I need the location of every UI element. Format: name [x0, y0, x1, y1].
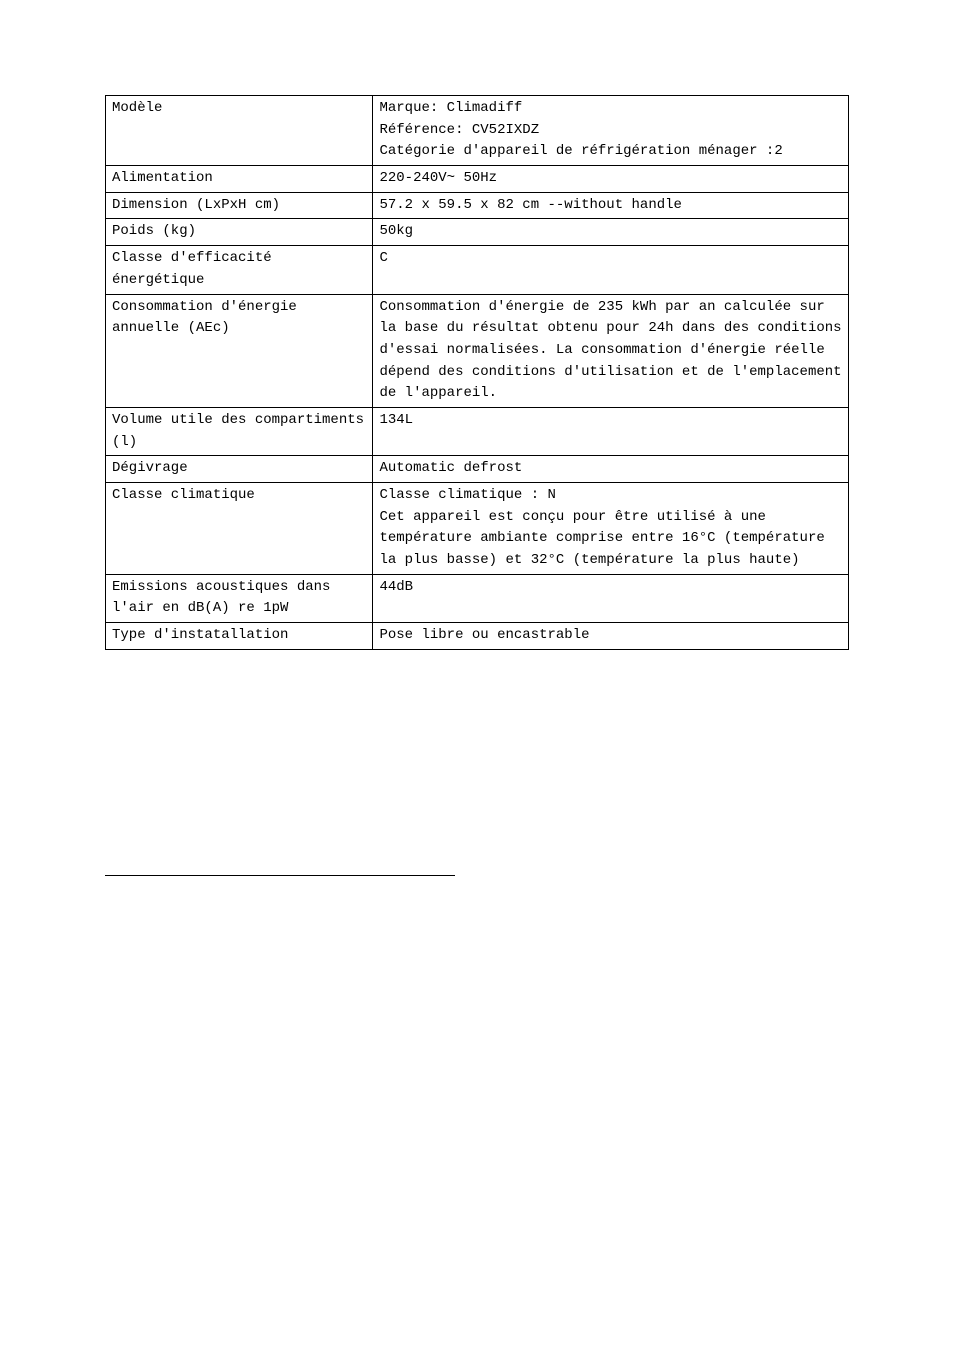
spec-value: Pose libre ou encastrable	[373, 623, 849, 650]
table-row: Type d'instatallation Pose libre ou enca…	[106, 623, 849, 650]
spec-label: Emissions acoustiques dans l'air en dB(A…	[106, 574, 373, 622]
spec-label: Volume utile des compartiments (l)	[106, 407, 373, 455]
spec-value: C	[373, 246, 849, 294]
spec-value: Automatic defrost	[373, 456, 849, 483]
table-row: Volume utile des compartiments (l) 134L	[106, 407, 849, 455]
table-row: Alimentation 220-240V~ 50Hz	[106, 166, 849, 193]
spec-label: Dégivrage	[106, 456, 373, 483]
spec-table-body: Modèle Marque: ClimadiffRéférence: CV52I…	[106, 96, 849, 650]
spec-table: Modèle Marque: ClimadiffRéférence: CV52I…	[105, 95, 849, 650]
table-row: Consommation d'énergie annuelle (AEc) Co…	[106, 294, 849, 407]
spec-label: Consommation d'énergie annuelle (AEc)	[106, 294, 373, 407]
spec-label: Dimension (LxPxH cm)	[106, 192, 373, 219]
spec-value: 50kg	[373, 219, 849, 246]
spec-label: Classe climatique	[106, 483, 373, 575]
spec-value: 57.2 x 59.5 x 82 cm --without handle	[373, 192, 849, 219]
spec-value: 220-240V~ 50Hz	[373, 166, 849, 193]
table-row: Modèle Marque: ClimadiffRéférence: CV52I…	[106, 96, 849, 166]
spec-label: Classe d'efficacité énergétique	[106, 246, 373, 294]
spec-value: Marque: ClimadiffRéférence: CV52IXDZCaté…	[373, 96, 849, 166]
spec-label: Modèle	[106, 96, 373, 166]
table-row: Poids (kg) 50kg	[106, 219, 849, 246]
spec-value: Classe climatique : NCet appareil est co…	[373, 483, 849, 575]
table-row: Emissions acoustiques dans l'air en dB(A…	[106, 574, 849, 622]
footnote-separator	[105, 875, 455, 876]
spec-label: Poids (kg)	[106, 219, 373, 246]
spec-value: 44dB	[373, 574, 849, 622]
spec-value: 134L	[373, 407, 849, 455]
spec-value: Consommation d'énergie de 235 kWh par an…	[373, 294, 849, 407]
table-row: Dimension (LxPxH cm) 57.2 x 59.5 x 82 cm…	[106, 192, 849, 219]
table-row: Dégivrage Automatic defrost	[106, 456, 849, 483]
table-row: Classe climatique Classe climatique : NC…	[106, 483, 849, 575]
table-row: Classe d'efficacité énergétique C	[106, 246, 849, 294]
spec-label: Alimentation	[106, 166, 373, 193]
document-page: Modèle Marque: ClimadiffRéférence: CV52I…	[0, 0, 954, 876]
spec-label: Type d'instatallation	[106, 623, 373, 650]
